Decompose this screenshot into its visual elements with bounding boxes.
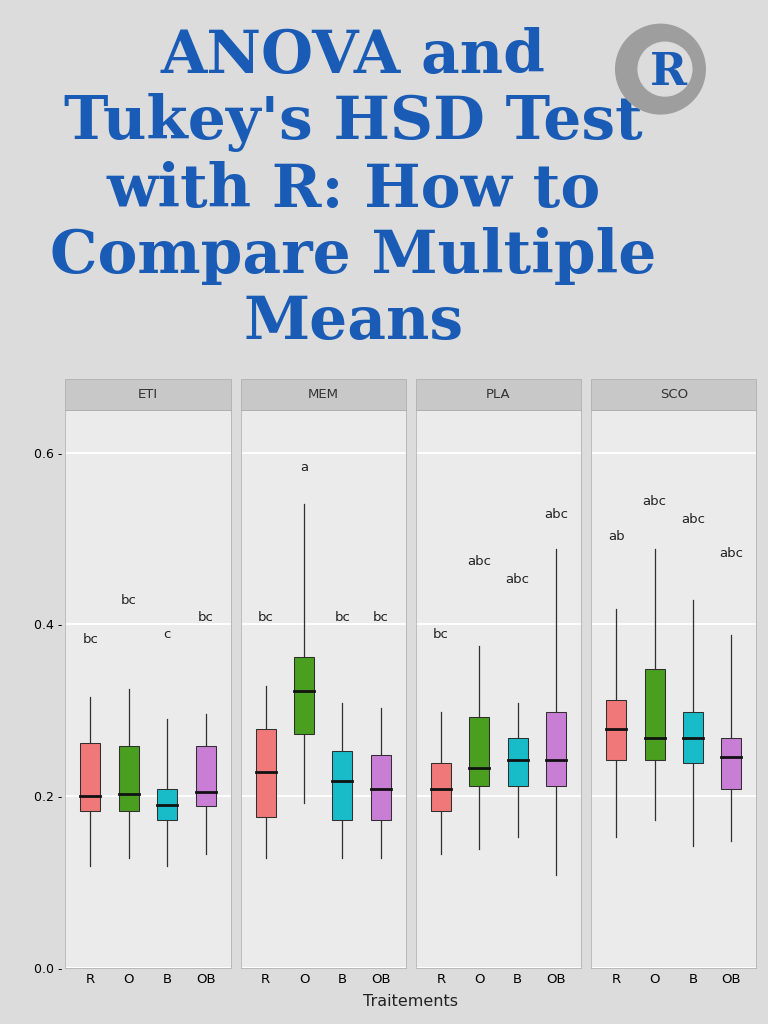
FancyBboxPatch shape <box>591 379 756 410</box>
Bar <box>606 699 626 760</box>
FancyBboxPatch shape <box>240 379 406 410</box>
Bar <box>508 737 528 785</box>
Bar <box>721 737 741 790</box>
Circle shape <box>616 25 705 114</box>
Text: abc: abc <box>506 572 530 586</box>
Bar <box>81 742 101 811</box>
Circle shape <box>638 42 692 96</box>
Text: bc: bc <box>257 611 273 625</box>
Bar <box>256 729 276 817</box>
Text: Traitements: Traitements <box>363 994 458 1009</box>
Text: abc: abc <box>545 508 568 521</box>
Bar <box>469 717 489 785</box>
Text: bc: bc <box>82 633 98 646</box>
Bar <box>157 790 177 820</box>
Text: bc: bc <box>373 611 389 625</box>
Bar <box>294 656 314 734</box>
Text: bc: bc <box>335 611 350 625</box>
Bar <box>644 669 664 760</box>
Text: a: a <box>300 461 308 474</box>
Bar <box>371 755 391 820</box>
Text: abc: abc <box>467 555 492 568</box>
FancyBboxPatch shape <box>415 379 581 410</box>
Text: abc: abc <box>643 496 667 508</box>
Bar <box>546 712 566 785</box>
Bar <box>196 746 216 806</box>
Text: ab: ab <box>607 529 624 543</box>
Bar <box>431 763 451 811</box>
Text: ANOVA and
Tukey's HSD Test
with R: How to
Compare Multiple
Means: ANOVA and Tukey's HSD Test with R: How t… <box>50 28 657 351</box>
Text: abc: abc <box>681 512 705 525</box>
Text: R: R <box>650 51 687 94</box>
FancyBboxPatch shape <box>65 379 230 410</box>
Text: PLA: PLA <box>486 388 511 400</box>
Text: bc: bc <box>433 629 449 641</box>
Text: ETI: ETI <box>138 388 158 400</box>
Text: SCO: SCO <box>660 388 688 400</box>
Bar <box>333 752 353 820</box>
Bar <box>683 712 703 763</box>
Text: c: c <box>164 629 170 641</box>
Bar <box>119 746 139 811</box>
Text: bc: bc <box>197 611 214 625</box>
Text: MEM: MEM <box>308 388 339 400</box>
Text: bc: bc <box>121 594 137 607</box>
Text: abc: abc <box>720 547 743 560</box>
